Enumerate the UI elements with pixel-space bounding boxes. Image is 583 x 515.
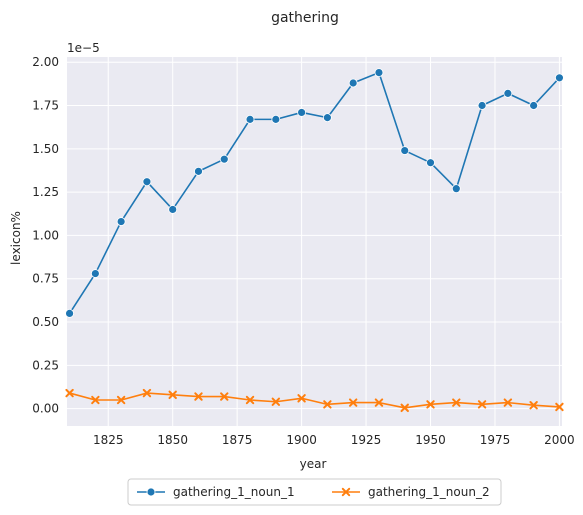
legend-item: gathering_1_noun_1 [137,485,295,499]
data-point [400,146,410,155]
series-line [68,71,561,314]
data-point [348,398,358,407]
data-point [245,395,255,405]
y-axis-label: lexicon% [9,211,23,265]
data-point [220,392,229,401]
data-point [555,402,564,412]
grid-lines [67,57,562,426]
data-point [503,398,513,407]
data-point [477,101,487,110]
data-point [116,395,126,405]
data-point [503,88,513,98]
data-point [426,400,435,409]
y-tick-label: 1.50 [32,142,59,156]
legend-box [127,478,502,506]
data-point [374,398,384,407]
data-point [374,68,384,77]
legend-label: gathering_1_noun_1 [173,485,295,499]
data-point [451,184,461,194]
plot-area [67,57,562,426]
data-point [116,217,126,226]
y-offset-label: 1e−5 [67,41,100,55]
data-point [91,395,100,405]
data-point [529,401,538,410]
data-point [194,166,203,176]
x-tick-label: 1975 [480,433,511,447]
legend-label: gathering_1_noun_2 [368,485,490,499]
data-point [323,400,332,409]
data-point [245,114,255,124]
data-point [219,154,229,164]
legend-marker [146,487,156,497]
y-tick-label: 1.25 [32,185,59,199]
series-gathering_1_noun_2 [65,388,564,413]
data-point [452,398,461,407]
data-point [65,308,74,318]
series-line [69,392,560,409]
data-point [529,101,539,110]
data-point [426,158,435,168]
y-tick-label: 2.00 [32,55,59,69]
data-point [142,388,152,398]
y-axis-ticks: 0.00 0.25 0.50 0.75 1.00 1.25 1.50 1.75 2.00 [32,55,59,415]
data-point [348,78,358,88]
data-point [555,73,564,83]
series-gathering_1_noun_1 [65,68,564,318]
data-point [194,392,203,401]
y-tick-label: 0.25 [32,358,59,372]
legend: gathering_1_noun_1 gathering_1_noun_2 [127,478,502,506]
series-layer [65,68,564,413]
x-tick-label: 1825 [93,433,124,447]
data-point [271,114,281,124]
data-point [322,113,332,123]
y-tick-label: 0.75 [32,272,59,286]
data-point [168,205,178,214]
data-point [477,400,487,409]
data-point [400,403,409,413]
y-tick-label: 0.50 [32,315,59,329]
x-axis-ticks: 1825 1850 1875 1900 1925 1950 1975 2000 [93,433,575,447]
data-point [297,108,307,117]
x-tick-label: 1950 [415,433,446,447]
data-point [297,394,306,403]
data-point [168,390,177,400]
data-point [65,388,74,398]
data-point [271,397,281,406]
x-axis-label: year [300,457,327,471]
data-point [142,177,152,187]
x-tick-label: 1900 [286,433,317,447]
x-tick-label: 1850 [157,433,188,447]
y-tick-label: 0.00 [32,402,59,416]
legend-marker [341,487,351,497]
y-tick-label: 1.00 [32,228,59,242]
data-point [90,269,100,278]
y-tick-label: 1.75 [32,99,59,113]
chart-title: gathering [271,10,339,26]
x-tick-label: 2000 [544,433,575,447]
legend-item: gathering_1_noun_2 [332,485,490,499]
x-tick-label: 1875 [222,433,253,447]
x-tick-label: 1925 [351,433,382,447]
